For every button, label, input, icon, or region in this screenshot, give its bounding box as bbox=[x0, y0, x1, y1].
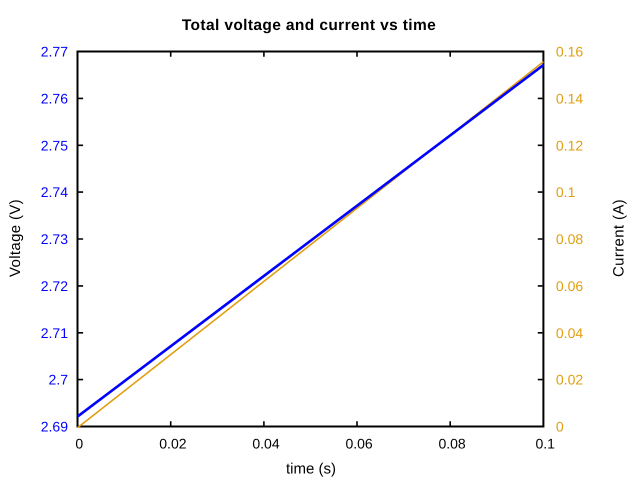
svg-text:2.71: 2.71 bbox=[41, 325, 68, 341]
svg-text:0.12: 0.12 bbox=[556, 137, 583, 153]
svg-text:0.1: 0.1 bbox=[556, 184, 576, 200]
svg-text:2.72: 2.72 bbox=[41, 278, 68, 294]
svg-text:0: 0 bbox=[556, 419, 564, 435]
svg-text:0.02: 0.02 bbox=[556, 372, 583, 388]
svg-text:2.73: 2.73 bbox=[41, 231, 68, 247]
svg-text:2.69: 2.69 bbox=[41, 419, 68, 435]
svg-text:0.04: 0.04 bbox=[556, 325, 583, 341]
svg-text:0.14: 0.14 bbox=[556, 90, 583, 106]
svg-text:2.74: 2.74 bbox=[41, 184, 68, 200]
svg-text:time (s): time (s) bbox=[286, 460, 336, 477]
svg-text:0.08: 0.08 bbox=[556, 231, 583, 247]
svg-text:Current (A): Current (A) bbox=[611, 199, 628, 277]
svg-text:0.04: 0.04 bbox=[252, 435, 279, 451]
svg-text:Total voltage and current vs t: Total voltage and current vs time bbox=[182, 17, 436, 34]
svg-text:0.06: 0.06 bbox=[345, 435, 372, 451]
svg-text:2.7: 2.7 bbox=[49, 372, 69, 388]
svg-text:Voltage (V): Voltage (V) bbox=[7, 199, 24, 277]
svg-text:0.02: 0.02 bbox=[159, 435, 186, 451]
svg-text:0.06: 0.06 bbox=[556, 278, 583, 294]
svg-text:0.08: 0.08 bbox=[438, 435, 465, 451]
svg-text:2.75: 2.75 bbox=[41, 137, 68, 153]
svg-text:0.16: 0.16 bbox=[556, 44, 583, 60]
svg-text:0.1: 0.1 bbox=[535, 435, 555, 451]
svg-text:0: 0 bbox=[75, 435, 83, 451]
svg-text:2.76: 2.76 bbox=[41, 90, 68, 106]
svg-text:2.77: 2.77 bbox=[41, 44, 68, 60]
